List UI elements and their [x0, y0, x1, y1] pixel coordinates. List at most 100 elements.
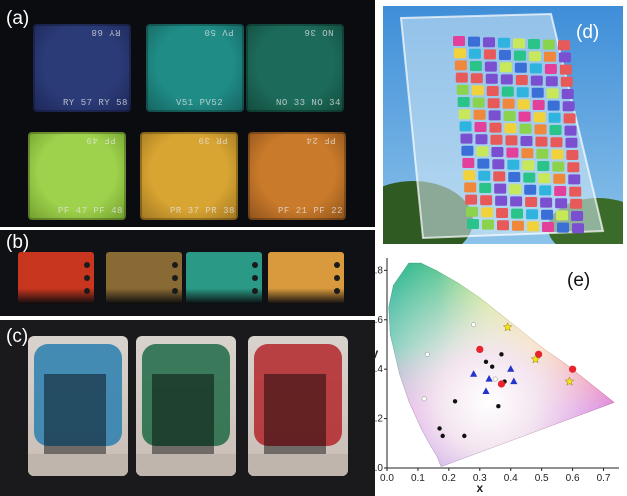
- mosaic-pixel: [480, 195, 493, 206]
- mosaic-pixel: [562, 101, 575, 112]
- mosaic-pixel: [508, 172, 521, 182]
- mosaic-pixel: [556, 210, 569, 221]
- mosaic-pixel: [456, 84, 469, 95]
- mosaic-pixel: [497, 220, 509, 231]
- mosaic-pixel: [561, 89, 574, 99]
- data-point-circle-white: [424, 351, 430, 357]
- sample-bottom-label: V51 PV52: [176, 98, 224, 108]
- mosaic-pixel: [542, 222, 554, 232]
- mosaic-pixel: [555, 198, 568, 209]
- mosaic-pixel: [538, 173, 551, 184]
- data-point-circle-white: [421, 396, 427, 402]
- y-tick-label: 0.4: [375, 364, 383, 375]
- mosaic-pixel: [470, 73, 483, 84]
- mosaic-pixel: [505, 135, 518, 146]
- mosaic-pixel: [534, 124, 547, 135]
- mosaic-pixel: [501, 86, 514, 97]
- mosaic-pixel: [547, 100, 560, 111]
- mosaic-pixel: [459, 121, 472, 132]
- tinted-photo: [136, 336, 236, 476]
- data-point-star-yellow: [530, 354, 541, 364]
- tinted-photo: [28, 336, 128, 476]
- mosaic-pixel: [549, 125, 562, 135]
- mosaic-pixel: [498, 37, 510, 48]
- mosaic-pixel: [458, 109, 471, 120]
- chart-axes: 0.0 0.1 0.2 0.3 0.4 0.5 0.6 0.7 0.0 0.2 0.4 0.6 0.8 x…: [375, 258, 619, 495]
- mosaic-pixel: [536, 148, 549, 159]
- y-tick-label: 0.2: [375, 414, 383, 425]
- strip-contact-dot: [334, 275, 340, 281]
- mosaic-pixel: [502, 98, 515, 109]
- mosaic-pixel: [490, 134, 503, 145]
- y-tick-label: 0.8: [375, 265, 383, 276]
- panel-d-label: (d): [576, 22, 600, 43]
- sample-square: [246, 24, 344, 112]
- panel-d-scene: [383, 6, 623, 244]
- y-tick-label: 0.6: [375, 315, 383, 326]
- mosaic-pixel: [540, 197, 553, 208]
- mosaic-pixel: [466, 206, 479, 217]
- data-point-circle-black: [440, 433, 445, 439]
- data-point-circle-black: [437, 426, 442, 431]
- sample-square: [146, 24, 244, 112]
- mosaic-pixel: [558, 40, 570, 51]
- mosaic-pixel: [543, 51, 556, 62]
- mosaic-pixel: [488, 110, 501, 121]
- mosaic-pixel: [519, 123, 532, 134]
- mosaic-pixel: [521, 148, 534, 159]
- mosaic-pixel: [554, 186, 567, 196]
- mosaic-pixel: [517, 99, 530, 110]
- mosaic-pixel: [551, 149, 564, 160]
- mosaic-pixel: [455, 72, 468, 83]
- mosaic-pixel: [454, 60, 467, 71]
- colored-strip: [268, 252, 344, 304]
- mosaic-pixel: [531, 87, 544, 98]
- sample-square: [248, 132, 346, 220]
- data-point-triangle-blue: [507, 365, 515, 372]
- data-point-circle-red: [569, 365, 577, 373]
- data-point-circle-black: [499, 352, 504, 357]
- mosaic-pixel: [563, 113, 576, 124]
- mosaic-pixel: [503, 111, 516, 121]
- mosaic-pixel: [486, 86, 499, 96]
- mosaic-pixel: [483, 37, 495, 48]
- building-silhouette: [152, 374, 214, 466]
- mosaic-pixel: [494, 183, 507, 194]
- mosaic-pixel: [518, 111, 531, 122]
- mosaic-pixel: [571, 211, 584, 221]
- x-tick-label: 0.4: [504, 473, 518, 484]
- street-strip: [136, 454, 236, 476]
- mosaic-pixel: [476, 146, 489, 157]
- filter-overlay: [254, 344, 342, 446]
- sample-square: [140, 132, 238, 220]
- mosaic-pixel: [566, 150, 579, 160]
- mosaic-pixel: [473, 109, 486, 120]
- colored-strip: [106, 252, 182, 304]
- mosaic-pixel: [481, 207, 494, 218]
- mosaic-pixel: [463, 170, 476, 181]
- x-tick-label: 0.2: [442, 473, 456, 484]
- chart-marks: [421, 322, 577, 439]
- y-tick-label: 0.0: [375, 463, 383, 474]
- strip-contact-dot: [172, 288, 178, 294]
- mosaic-pixel: [523, 172, 536, 183]
- mosaic-pixel: [462, 158, 475, 168]
- mosaic-pixel: [559, 64, 572, 75]
- mosaic-pixel: [474, 122, 487, 132]
- mosaic-pixel: [504, 123, 517, 134]
- data-point-circle-red: [534, 350, 543, 358]
- mosaic-pixel: [548, 112, 561, 123]
- mosaic-pixel: [572, 223, 584, 234]
- mosaic-pixel: [485, 73, 498, 84]
- strip-contact-dot: [172, 262, 178, 268]
- mosaic-pixel: [553, 173, 566, 184]
- mosaic-pixel: [453, 36, 465, 46]
- mosaic-pixel: [499, 62, 512, 73]
- data-point-circle-black: [489, 364, 495, 369]
- strip-contact-dot: [172, 275, 178, 281]
- data-point-circle-white: [492, 376, 498, 382]
- strip-contact-dot: [252, 262, 258, 268]
- mosaic-pixel: [526, 209, 539, 220]
- mosaic-pixel: [543, 39, 555, 50]
- mosaic-pixel: [506, 147, 519, 158]
